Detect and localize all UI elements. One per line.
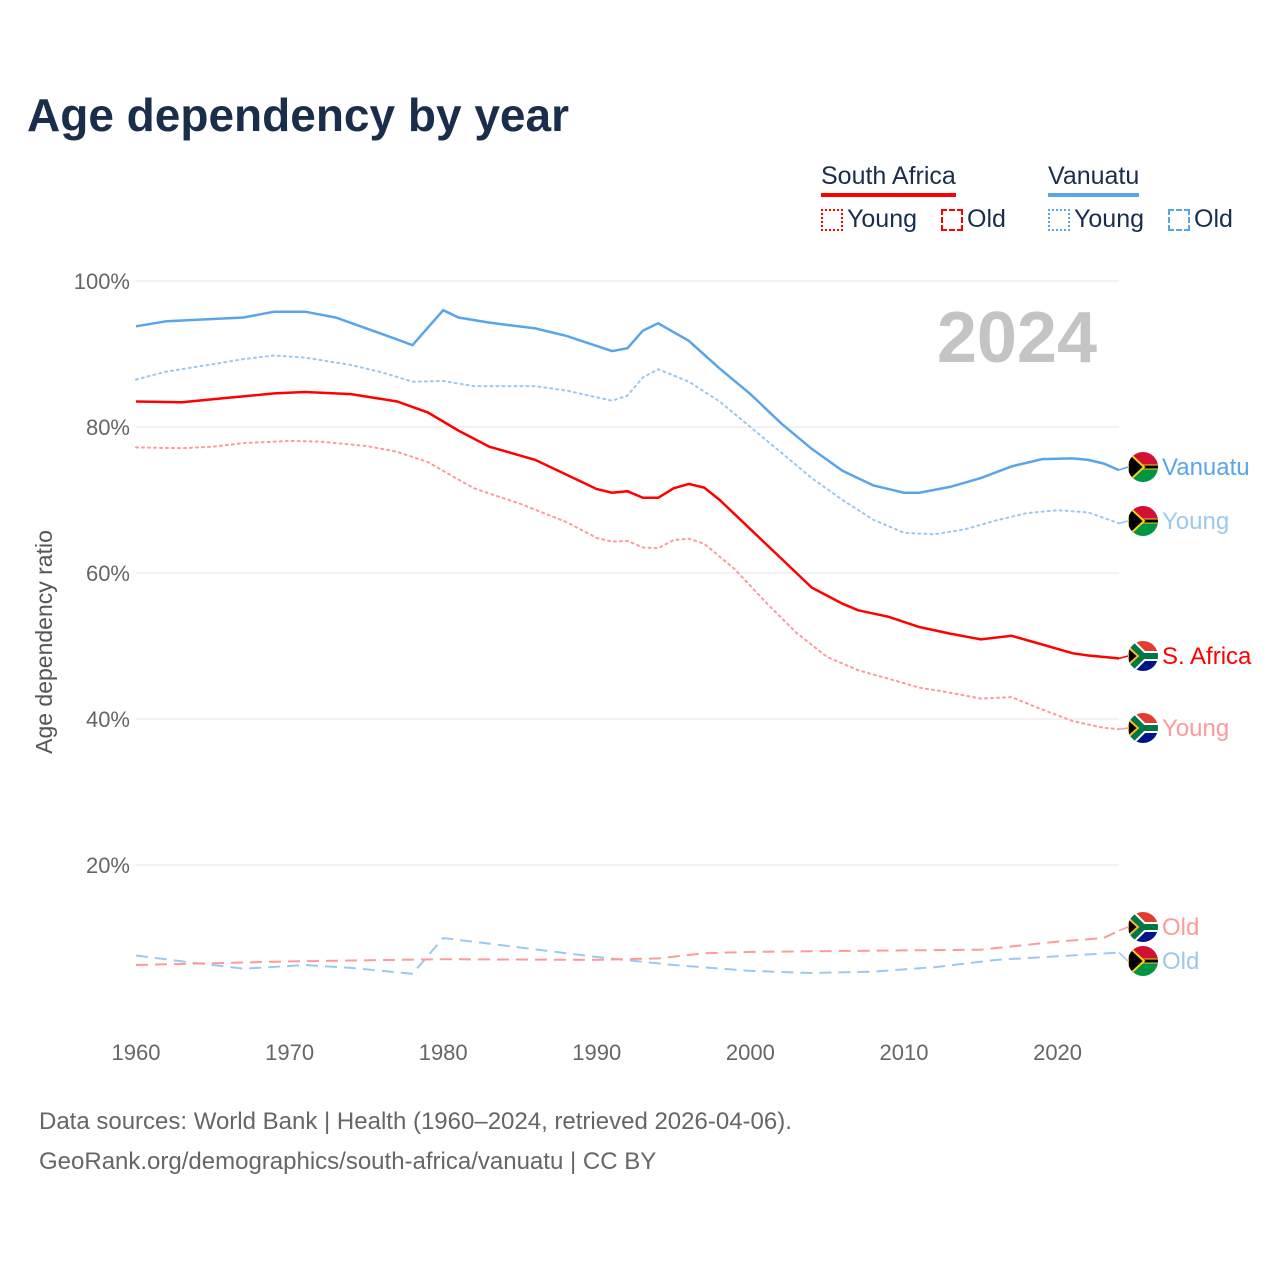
end-label: Old [1162,914,1199,941]
dotted-swatch-icon [1048,208,1070,231]
x-tick-label: 1970 [265,1040,314,1065]
y-tick-label: 40% [86,707,130,732]
y-tick-label: 100% [74,269,130,294]
series-line-south-africa-old [135,929,1120,966]
flag-triangle [1128,915,1140,939]
source-url[interactable]: GeoRank.org/demographics/south-africa/va… [39,1148,657,1175]
flag-triangle [1128,946,1146,976]
leader-line [1118,466,1129,471]
y-tick-label: 80% [86,415,130,440]
legend-sa-old[interactable]: Old [941,205,1006,234]
vanuatu-flag-icon [1128,452,1158,482]
x-tick-label: 2020 [1033,1040,1082,1065]
x-tick-label: 2010 [879,1040,928,1065]
legend-vu-young[interactable]: Young [1048,205,1144,234]
legend-vu-old[interactable]: Old [1168,205,1233,234]
end-label-group: S. Africa [1118,641,1252,671]
end-label-group: Young [1118,713,1229,743]
end-label-group: Old [1118,946,1199,976]
series-line-vanuatu [135,308,1120,494]
flag-triangle [1128,452,1146,482]
end-label-group: Young [1118,506,1229,536]
end-label: S. Africa [1162,643,1252,670]
year-watermark: 2024 [937,298,1097,378]
flag-triangle [1128,506,1146,536]
flag-green [1128,713,1158,743]
dashed-swatch-icon [1168,208,1190,231]
x-tick-label: 1990 [572,1040,621,1065]
series-line-south-africa-young [135,439,1120,731]
leader-line [1118,655,1129,660]
flag-green [1128,641,1158,671]
end-label-group: Vanuatu [1118,452,1250,482]
legend-group-south-africa[interactable]: South Africa [821,162,956,197]
legend-group-vanuatu[interactable]: Vanuatu [1048,162,1140,197]
legend-label: Old [967,205,1006,233]
vanuatu-flag-icon [1128,506,1158,536]
chart-title: Age dependency by year [27,89,569,141]
vanuatu-flag-icon [1128,946,1158,976]
dashed-swatch-icon [941,208,963,231]
end-label: Young [1162,715,1229,742]
south-africa-flag-icon [1128,912,1158,942]
south-africa-flag-icon [1128,713,1158,743]
legend-label: Young [847,205,917,233]
source-note: Data sources: World Bank | Health (1960–… [39,1108,792,1135]
flag-triangle [1128,644,1140,668]
leader-line [1118,952,1129,962]
flag-triangle [1128,716,1140,740]
series-line-south-africa [135,390,1120,660]
series-line-vanuatu-old [135,936,1120,975]
south-africa-flag-icon [1128,641,1158,671]
legend-label: Young [1074,205,1144,233]
dotted-swatch-icon [821,208,843,231]
leader-line [1118,727,1129,730]
x-tick-label: 1980 [419,1040,468,1065]
end-label: Young [1162,508,1229,535]
y-tick-label: 60% [86,561,130,586]
y-axis-label: Age dependency ratio [31,530,57,754]
end-label-group: Old [1118,912,1199,942]
leader-line [1118,520,1129,525]
y-tick-label: 20% [86,853,130,878]
series-line-vanuatu-young [135,354,1120,536]
legend-sa-young[interactable]: Young [821,205,917,234]
end-label: Vanuatu [1162,454,1250,481]
x-tick-label: 1960 [112,1040,161,1065]
end-label: Old [1162,948,1199,975]
legend-label: Old [1194,205,1233,233]
leader-line [1118,926,1129,932]
flag-green [1128,912,1158,942]
x-tick-label: 2000 [726,1040,775,1065]
